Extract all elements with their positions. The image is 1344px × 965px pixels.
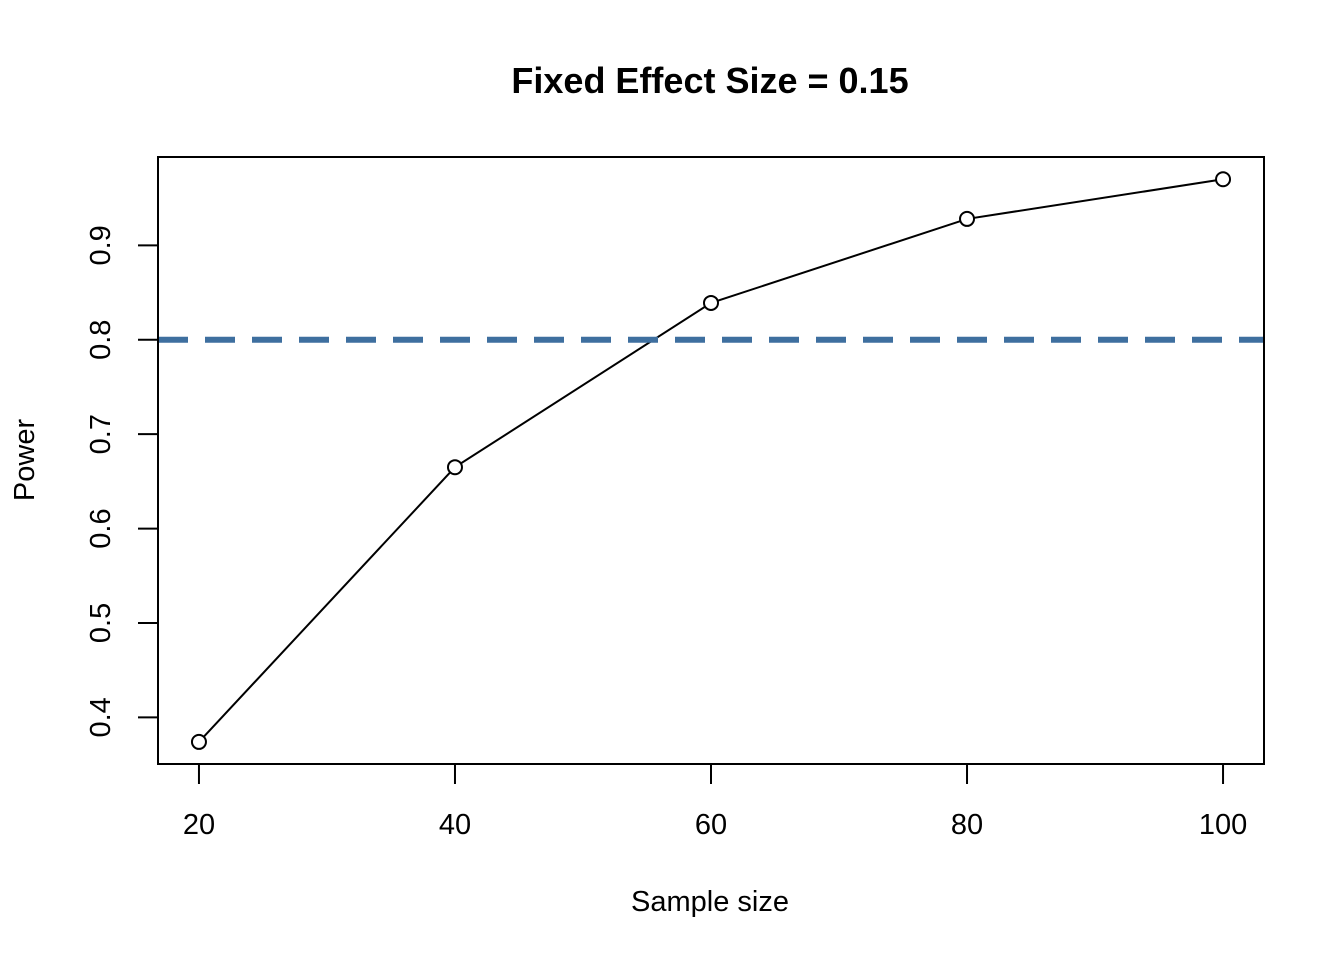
data-point xyxy=(703,294,719,311)
data-point xyxy=(446,459,463,476)
x-axis-label: Sample size xyxy=(631,886,789,918)
x-tick-label: 20 xyxy=(183,809,215,841)
y-tick-label: 0.7 xyxy=(85,414,117,454)
x-tick-label: 60 xyxy=(695,809,727,841)
y-tick-label: 0.5 xyxy=(85,603,117,643)
plot-frame xyxy=(157,156,1265,765)
data-point xyxy=(959,210,976,227)
data-point xyxy=(1215,171,1232,188)
x-tick-label: 80 xyxy=(951,809,983,841)
series-line-0 xyxy=(198,178,1224,743)
y-axis-label: Power xyxy=(9,419,41,502)
y-tick-label: 0.8 xyxy=(85,320,117,360)
y-tick-label: 0.9 xyxy=(85,225,117,265)
y-tick-label: 0.4 xyxy=(85,697,117,737)
y-tick-label: 0.6 xyxy=(85,508,117,548)
y-axis: 0.4 0.5 0.6 0.7 0.8 0.9 xyxy=(85,225,159,738)
x-axis: 20 40 60 80 100 xyxy=(183,763,1247,841)
plot-area xyxy=(158,171,1264,750)
x-tick-label: 40 xyxy=(439,809,471,841)
data-point xyxy=(190,733,207,750)
chart-title: Fixed Effect Size = 0.15 xyxy=(511,60,908,101)
x-tick-label: 100 xyxy=(1199,809,1247,841)
